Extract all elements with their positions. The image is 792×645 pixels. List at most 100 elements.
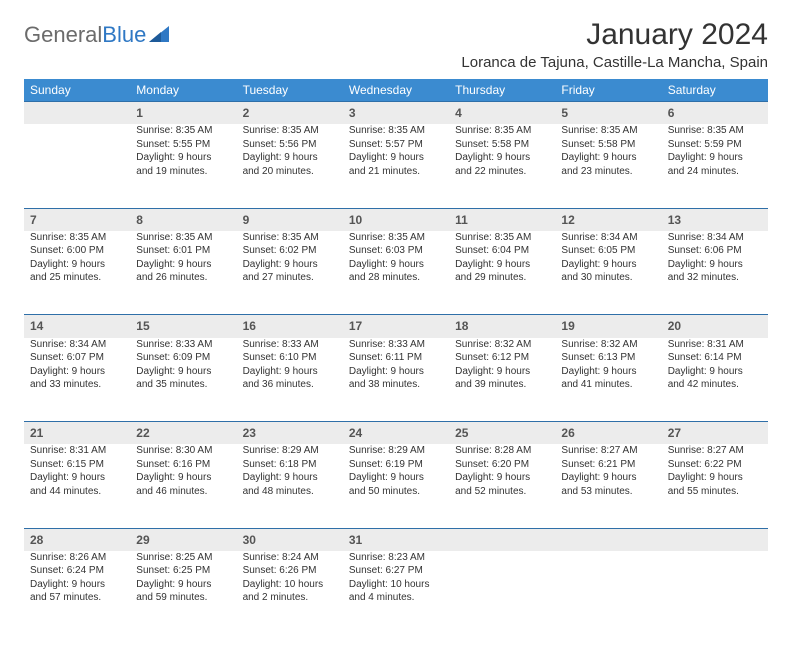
sunset-line: Sunset: 6:03 PM bbox=[349, 244, 443, 258]
sunrise-line: Sunrise: 8:32 AM bbox=[455, 338, 549, 352]
sunrise-line: Sunrise: 8:30 AM bbox=[136, 444, 230, 458]
day-number: 19 bbox=[555, 315, 661, 338]
sunset-line: Sunset: 5:56 PM bbox=[243, 138, 337, 152]
sunrise-line: Sunrise: 8:27 AM bbox=[561, 444, 655, 458]
sunrise-line: Sunrise: 8:29 AM bbox=[243, 444, 337, 458]
day-number: 2 bbox=[237, 102, 343, 125]
sunset-line: Sunset: 6:27 PM bbox=[349, 564, 443, 578]
day-number: 11 bbox=[449, 208, 555, 231]
sunset-line: Sunset: 6:07 PM bbox=[30, 351, 124, 365]
sunrise-line: Sunrise: 8:34 AM bbox=[30, 338, 124, 352]
day-cell: Sunrise: 8:27 AMSunset: 6:22 PMDaylight:… bbox=[662, 444, 768, 528]
day-cell: Sunrise: 8:29 AMSunset: 6:18 PMDaylight:… bbox=[237, 444, 343, 528]
day-cell: Sunrise: 8:35 AMSunset: 5:58 PMDaylight:… bbox=[555, 124, 661, 208]
calendar-page: GeneralBlue January 2024 Loranca de Taju… bbox=[0, 0, 792, 645]
day-cell: Sunrise: 8:25 AMSunset: 6:25 PMDaylight:… bbox=[130, 551, 236, 635]
sunset-line: Sunset: 6:18 PM bbox=[243, 458, 337, 472]
sunrise-line: Sunrise: 8:35 AM bbox=[136, 124, 230, 138]
day-number bbox=[555, 528, 661, 551]
sunset-line: Sunset: 6:14 PM bbox=[668, 351, 762, 365]
day-number: 28 bbox=[24, 528, 130, 551]
day-cell bbox=[662, 551, 768, 635]
sunset-line: Sunset: 6:01 PM bbox=[136, 244, 230, 258]
day-number: 26 bbox=[555, 422, 661, 445]
daylight-line: Daylight: 9 hours and 48 minutes. bbox=[243, 471, 337, 498]
daylight-line: Daylight: 9 hours and 30 minutes. bbox=[561, 258, 655, 285]
sunrise-line: Sunrise: 8:31 AM bbox=[668, 338, 762, 352]
sunrise-line: Sunrise: 8:35 AM bbox=[30, 231, 124, 245]
sunrise-line: Sunrise: 8:35 AM bbox=[455, 124, 549, 138]
daylight-line: Daylight: 9 hours and 53 minutes. bbox=[561, 471, 655, 498]
sunset-line: Sunset: 6:13 PM bbox=[561, 351, 655, 365]
location-text: Loranca de Tajuna, Castille-La Mancha, S… bbox=[461, 54, 768, 71]
day-cell: Sunrise: 8:27 AMSunset: 6:21 PMDaylight:… bbox=[555, 444, 661, 528]
daylight-line: Daylight: 9 hours and 57 minutes. bbox=[30, 578, 124, 605]
title-block: January 2024 Loranca de Tajuna, Castille… bbox=[461, 18, 768, 71]
header: GeneralBlue January 2024 Loranca de Taju… bbox=[24, 18, 768, 71]
day-number: 27 bbox=[662, 422, 768, 445]
daynum-row: 123456 bbox=[24, 102, 768, 125]
day-cell: Sunrise: 8:35 AMSunset: 6:01 PMDaylight:… bbox=[130, 231, 236, 315]
daynum-row: 21222324252627 bbox=[24, 422, 768, 445]
daylight-line: Daylight: 9 hours and 35 minutes. bbox=[136, 365, 230, 392]
daylight-line: Daylight: 9 hours and 46 minutes. bbox=[136, 471, 230, 498]
daylight-line: Daylight: 9 hours and 52 minutes. bbox=[455, 471, 549, 498]
sunset-line: Sunset: 5:57 PM bbox=[349, 138, 443, 152]
sunset-line: Sunset: 6:12 PM bbox=[455, 351, 549, 365]
sunrise-line: Sunrise: 8:35 AM bbox=[455, 231, 549, 245]
weekday-header: Tuesday bbox=[237, 79, 343, 102]
sunset-line: Sunset: 6:16 PM bbox=[136, 458, 230, 472]
day-number: 4 bbox=[449, 102, 555, 125]
daylight-line: Daylight: 9 hours and 27 minutes. bbox=[243, 258, 337, 285]
daylight-line: Daylight: 9 hours and 44 minutes. bbox=[30, 471, 124, 498]
sunrise-line: Sunrise: 8:35 AM bbox=[561, 124, 655, 138]
daylight-line: Daylight: 9 hours and 28 minutes. bbox=[349, 258, 443, 285]
weekday-header-row: SundayMondayTuesdayWednesdayThursdayFrid… bbox=[24, 79, 768, 102]
day-cell: Sunrise: 8:33 AMSunset: 6:09 PMDaylight:… bbox=[130, 338, 236, 422]
sunrise-line: Sunrise: 8:25 AM bbox=[136, 551, 230, 565]
day-cell bbox=[449, 551, 555, 635]
daylight-line: Daylight: 9 hours and 26 minutes. bbox=[136, 258, 230, 285]
brand-triangle-icon bbox=[149, 26, 169, 42]
day-cell bbox=[24, 124, 130, 208]
sunrise-line: Sunrise: 8:35 AM bbox=[243, 124, 337, 138]
sunrise-line: Sunrise: 8:35 AM bbox=[349, 231, 443, 245]
sunset-line: Sunset: 6:21 PM bbox=[561, 458, 655, 472]
day-number: 30 bbox=[237, 528, 343, 551]
day-number: 21 bbox=[24, 422, 130, 445]
sunrise-line: Sunrise: 8:33 AM bbox=[136, 338, 230, 352]
sunrise-line: Sunrise: 8:24 AM bbox=[243, 551, 337, 565]
day-number: 31 bbox=[343, 528, 449, 551]
content-row: Sunrise: 8:35 AMSunset: 5:55 PMDaylight:… bbox=[24, 124, 768, 208]
calendar-table: SundayMondayTuesdayWednesdayThursdayFrid… bbox=[24, 79, 768, 635]
weekday-header: Friday bbox=[555, 79, 661, 102]
day-number bbox=[24, 102, 130, 125]
sunset-line: Sunset: 6:25 PM bbox=[136, 564, 230, 578]
daylight-line: Daylight: 9 hours and 25 minutes. bbox=[30, 258, 124, 285]
daylight-line: Daylight: 9 hours and 21 minutes. bbox=[349, 151, 443, 178]
sunrise-line: Sunrise: 8:35 AM bbox=[668, 124, 762, 138]
sunset-line: Sunset: 5:58 PM bbox=[455, 138, 549, 152]
sunrise-line: Sunrise: 8:28 AM bbox=[455, 444, 549, 458]
day-number: 25 bbox=[449, 422, 555, 445]
sunrise-line: Sunrise: 8:35 AM bbox=[243, 231, 337, 245]
daynum-row: 28293031 bbox=[24, 528, 768, 551]
daylight-line: Daylight: 9 hours and 20 minutes. bbox=[243, 151, 337, 178]
sunset-line: Sunset: 6:15 PM bbox=[30, 458, 124, 472]
day-cell: Sunrise: 8:35 AMSunset: 5:59 PMDaylight:… bbox=[662, 124, 768, 208]
sunset-line: Sunset: 6:09 PM bbox=[136, 351, 230, 365]
content-row: Sunrise: 8:34 AMSunset: 6:07 PMDaylight:… bbox=[24, 338, 768, 422]
weekday-header: Sunday bbox=[24, 79, 130, 102]
sunset-line: Sunset: 5:59 PM bbox=[668, 138, 762, 152]
day-cell: Sunrise: 8:35 AMSunset: 6:04 PMDaylight:… bbox=[449, 231, 555, 315]
sunrise-line: Sunrise: 8:35 AM bbox=[136, 231, 230, 245]
sunset-line: Sunset: 5:58 PM bbox=[561, 138, 655, 152]
daylight-line: Daylight: 9 hours and 33 minutes. bbox=[30, 365, 124, 392]
day-number: 7 bbox=[24, 208, 130, 231]
sunrise-line: Sunrise: 8:23 AM bbox=[349, 551, 443, 565]
day-number: 17 bbox=[343, 315, 449, 338]
daylight-line: Daylight: 9 hours and 23 minutes. bbox=[561, 151, 655, 178]
day-number: 18 bbox=[449, 315, 555, 338]
day-cell: Sunrise: 8:26 AMSunset: 6:24 PMDaylight:… bbox=[24, 551, 130, 635]
daylight-line: Daylight: 9 hours and 42 minutes. bbox=[668, 365, 762, 392]
